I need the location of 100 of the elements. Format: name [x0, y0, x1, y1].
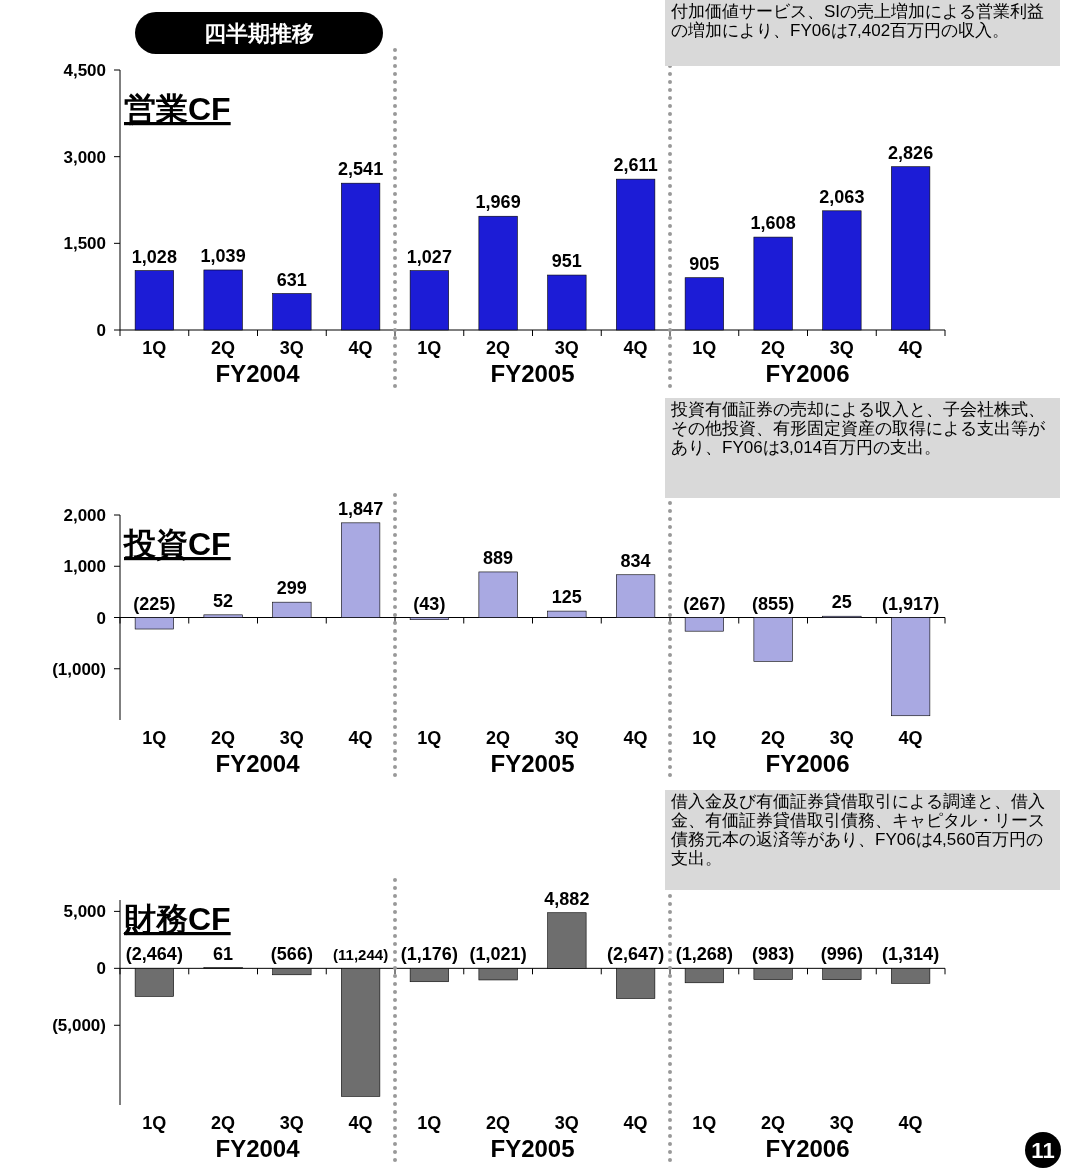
x-tick-label: 2Q: [486, 338, 511, 358]
x-tick-label: 1Q: [142, 728, 167, 748]
x-tick-label: 3Q: [279, 338, 304, 358]
y-tick-label: 0: [96, 959, 106, 979]
data-label: (855): [752, 593, 795, 614]
data-label: 52: [213, 590, 234, 611]
data-label: 61: [213, 943, 234, 964]
data-label: (1,268): [675, 944, 733, 965]
data-label: 2,826: [888, 142, 934, 163]
data-label: 951: [551, 251, 582, 272]
data-label: (1,917): [882, 593, 940, 614]
text: 借入金及び有価証券貸借取引による調達と、借入金、有価証券貸借取引債務、キャピタル・リース債務元本の返済等があり、FY06は4,560百万円の支出。: [665, 790, 1060, 890]
y-tick-label: (1,000): [52, 659, 106, 679]
x-tick-label: 2Q: [761, 1113, 786, 1133]
data-label: (566): [270, 944, 313, 965]
text: FY2006: [765, 360, 850, 387]
x-tick-label: 4Q: [898, 338, 923, 358]
data-label: (1,021): [469, 944, 527, 965]
x-tick-label: 2Q: [211, 728, 236, 748]
y-tick-label: 5,000: [63, 902, 106, 922]
x-tick-label: 3Q: [554, 338, 579, 358]
x-tick-label: 2Q: [486, 728, 511, 748]
x-tick-label: 4Q: [623, 1113, 648, 1133]
data-label: 631: [276, 269, 307, 290]
data-label: 125: [551, 587, 582, 608]
x-tick-label: 4Q: [898, 1113, 923, 1133]
x-tick-label: 4Q: [348, 338, 373, 358]
chart-title: 財務CF: [123, 901, 231, 937]
text: FY2004: [215, 360, 301, 387]
data-label: 2,063: [819, 186, 865, 207]
x-tick-label: 4Q: [898, 728, 923, 748]
data-label: (996): [820, 944, 863, 965]
data-label: 905: [689, 253, 720, 274]
x-tick-label: 2Q: [761, 338, 786, 358]
x-tick-label: 1Q: [142, 1113, 167, 1133]
x-tick-label: 2Q: [211, 338, 236, 358]
x-tick-label: 1Q: [417, 338, 442, 358]
data-label: (267): [683, 593, 726, 614]
data-label: (11,244): [333, 946, 389, 964]
data-label: (1,176): [400, 944, 458, 965]
text: FY2005: [490, 360, 575, 387]
y-tick-label: 3,000: [63, 147, 106, 167]
data-label: 834: [620, 550, 651, 571]
text: FY2006: [765, 1135, 850, 1162]
text: FY2005: [490, 1135, 575, 1162]
x-tick-label: 4Q: [623, 338, 648, 358]
x-tick-label: 3Q: [554, 1113, 579, 1133]
data-label: 299: [276, 578, 307, 599]
y-tick-label: (5,000): [52, 1016, 106, 1036]
y-tick-label: 1,500: [63, 234, 106, 254]
x-tick-label: 2Q: [486, 1113, 511, 1133]
chart-title: 投資CF: [122, 526, 231, 562]
data-label: 1,027: [406, 246, 452, 267]
x-tick-label: 2Q: [211, 1113, 236, 1133]
data-label: 2,611: [613, 155, 658, 176]
x-tick-label: 3Q: [829, 338, 854, 358]
text: FY2004: [215, 1135, 301, 1162]
text: FY2005: [490, 750, 575, 777]
x-tick-label: 4Q: [348, 728, 373, 748]
y-tick-label: 0: [96, 321, 106, 340]
x-tick-label: 4Q: [623, 728, 648, 748]
y-tick-label: 1,000: [63, 557, 106, 577]
x-tick-label: 3Q: [829, 1113, 854, 1133]
text: 営業CF: [124, 91, 231, 127]
x-tick-label: 2Q: [761, 728, 786, 748]
x-tick-label: 1Q: [142, 338, 167, 358]
x-tick-label: 1Q: [692, 338, 717, 358]
data-label: 4,882: [544, 888, 590, 909]
x-tick-label: 1Q: [692, 728, 717, 748]
data-label: 1,847: [338, 498, 384, 519]
x-tick-label: 3Q: [279, 728, 304, 748]
x-tick-label: 1Q: [417, 1113, 442, 1133]
x-tick-label: 3Q: [279, 1113, 304, 1133]
data-label: 1,608: [750, 213, 796, 234]
data-label: (2,647): [607, 944, 665, 965]
data-label: 1,039: [200, 245, 246, 266]
chart-subtitle: 四半期推移: [204, 21, 314, 46]
x-tick-label: 3Q: [554, 728, 579, 748]
data-label: 25: [831, 592, 852, 613]
x-tick-label: 1Q: [692, 1113, 717, 1133]
data-label: (1,314): [882, 944, 940, 965]
data-label: 1,969: [475, 192, 521, 213]
data-label: (225): [133, 593, 176, 614]
text: FY2004: [215, 750, 301, 777]
text: 11: [1031, 1138, 1055, 1163]
x-tick-label: 3Q: [829, 728, 854, 748]
data-label: 2,541: [338, 159, 384, 180]
data-label: (983): [752, 944, 795, 965]
text: FY2006: [765, 750, 850, 777]
y-tick-label: 2,000: [63, 506, 106, 525]
data-label: (2,464): [125, 944, 183, 965]
y-tick-label: 4,500: [63, 61, 106, 80]
text: 投資有価証券の売却による収入と、子会社株式、その他投資、有形固定資産の取得による支出等があり、FY06は3,014百万円の支出。: [665, 398, 1060, 498]
data-label: 889: [483, 547, 514, 568]
text: 付加価値サービス、SIの売上増加による営業利益の増加により、FY06は7,402百万円の収入。: [665, 0, 1060, 66]
x-tick-label: 4Q: [348, 1113, 373, 1133]
data-label: (43): [413, 593, 446, 614]
data-label: 1,028: [131, 246, 177, 267]
y-tick-label: 0: [96, 608, 106, 628]
x-tick-label: 1Q: [417, 728, 442, 748]
